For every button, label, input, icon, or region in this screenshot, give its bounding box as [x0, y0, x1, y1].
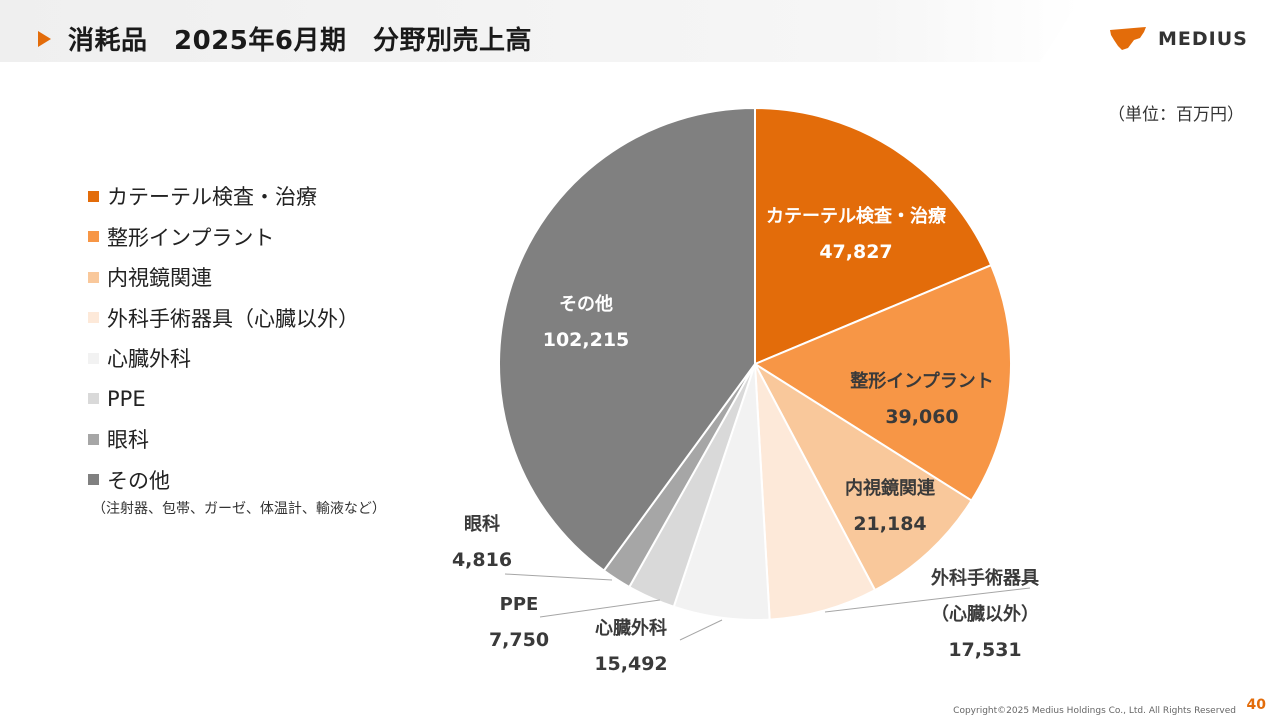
pie-slice: [754, 106, 993, 366]
page-number: 40: [1246, 697, 1266, 713]
legend-swatch: [88, 352, 99, 364]
legend-swatch: [88, 312, 99, 324]
legend-item: 外科手術器具（心臓以外）: [88, 298, 359, 339]
legend-swatch: [88, 474, 99, 486]
leader-line: [824, 587, 1031, 613]
legend-swatch: [88, 190, 99, 202]
leader-line: [679, 619, 723, 641]
legend-swatch: [88, 271, 99, 283]
slice-value-label: 4,816: [452, 549, 512, 571]
legend-label: 整形インプラント: [107, 225, 275, 250]
legend-item: 内視鏡関連: [88, 257, 359, 298]
slice-name-label: 心臓外科: [595, 617, 667, 639]
pie-slice: [752, 361, 973, 592]
slice-name-label: その他: [559, 293, 613, 315]
slice-value-label: 39,060: [885, 406, 958, 428]
header-band: [0, 0, 1080, 62]
legend-item: 心臓外科: [88, 338, 359, 379]
page-title: 消耗品 2025年6月期 分野別売上高: [68, 26, 532, 56]
legend-item: その他: [88, 460, 359, 501]
slice-value-label: 15,492: [594, 653, 667, 675]
legend-label: 眼科: [107, 428, 149, 453]
logo-mark-icon: [1110, 27, 1146, 50]
logo-text: MEDIUS: [1158, 28, 1248, 50]
legend-item: 整形インプラント: [88, 217, 359, 258]
copyright: Copyright©2025 Medius Holdings Co., Ltd.…: [953, 706, 1236, 716]
legend-item: カテーテル検査・治療: [88, 176, 359, 217]
legend-swatch: [88, 231, 99, 243]
legend-label: その他: [107, 468, 170, 493]
slice-name-label: PPE: [500, 594, 539, 615]
slice-value-label: 47,827: [819, 241, 892, 263]
leader-line: [504, 573, 613, 581]
legend-label: 内視鏡関連: [107, 266, 212, 291]
legend-item: PPE: [88, 379, 359, 420]
legend-swatch: [88, 393, 99, 405]
legend-label: PPE: [107, 386, 146, 411]
pie-slice: [754, 363, 877, 621]
slice-name-label: 眼科: [464, 513, 500, 535]
legend-label: 外科手術器具（心臓以外）: [107, 306, 359, 331]
legend-note: （注射器、包帯、ガーゼ、体温計、輸液など）: [92, 501, 386, 517]
slice-value-label: 17,531: [948, 639, 1021, 661]
legend-swatch: [88, 433, 99, 445]
title-arrow-icon: [38, 31, 51, 47]
slice-name-label: 整形インプラント: [849, 370, 993, 392]
slice-name-label: （心臓以外）: [931, 603, 1039, 625]
chart-legend: カテーテル検査・治療 整形インプラント 内視鏡関連 外科手術器具（心臓以外） 心…: [88, 176, 359, 500]
legend-label: 心臓外科: [107, 347, 191, 372]
slice-name-label: 外科手術器具: [931, 567, 1039, 589]
slice-name-label: 内視鏡関連: [845, 477, 936, 499]
slice-value-label: 102,215: [543, 329, 630, 351]
pie-slice: [752, 263, 1012, 502]
slice-value-label: 7,750: [489, 629, 549, 651]
leader-line: [539, 599, 661, 618]
unit-label: （単位：百万円）: [1108, 105, 1244, 125]
brand-logo: MEDIUS: [1108, 24, 1248, 54]
pie-slice: [498, 106, 756, 573]
slice-value-label: 21,184: [853, 513, 926, 535]
legend-item: 眼科: [88, 419, 359, 460]
legend-label: カテーテル検査・治療: [107, 185, 317, 210]
slice-name-label: カテーテル検査・治療: [766, 205, 947, 227]
